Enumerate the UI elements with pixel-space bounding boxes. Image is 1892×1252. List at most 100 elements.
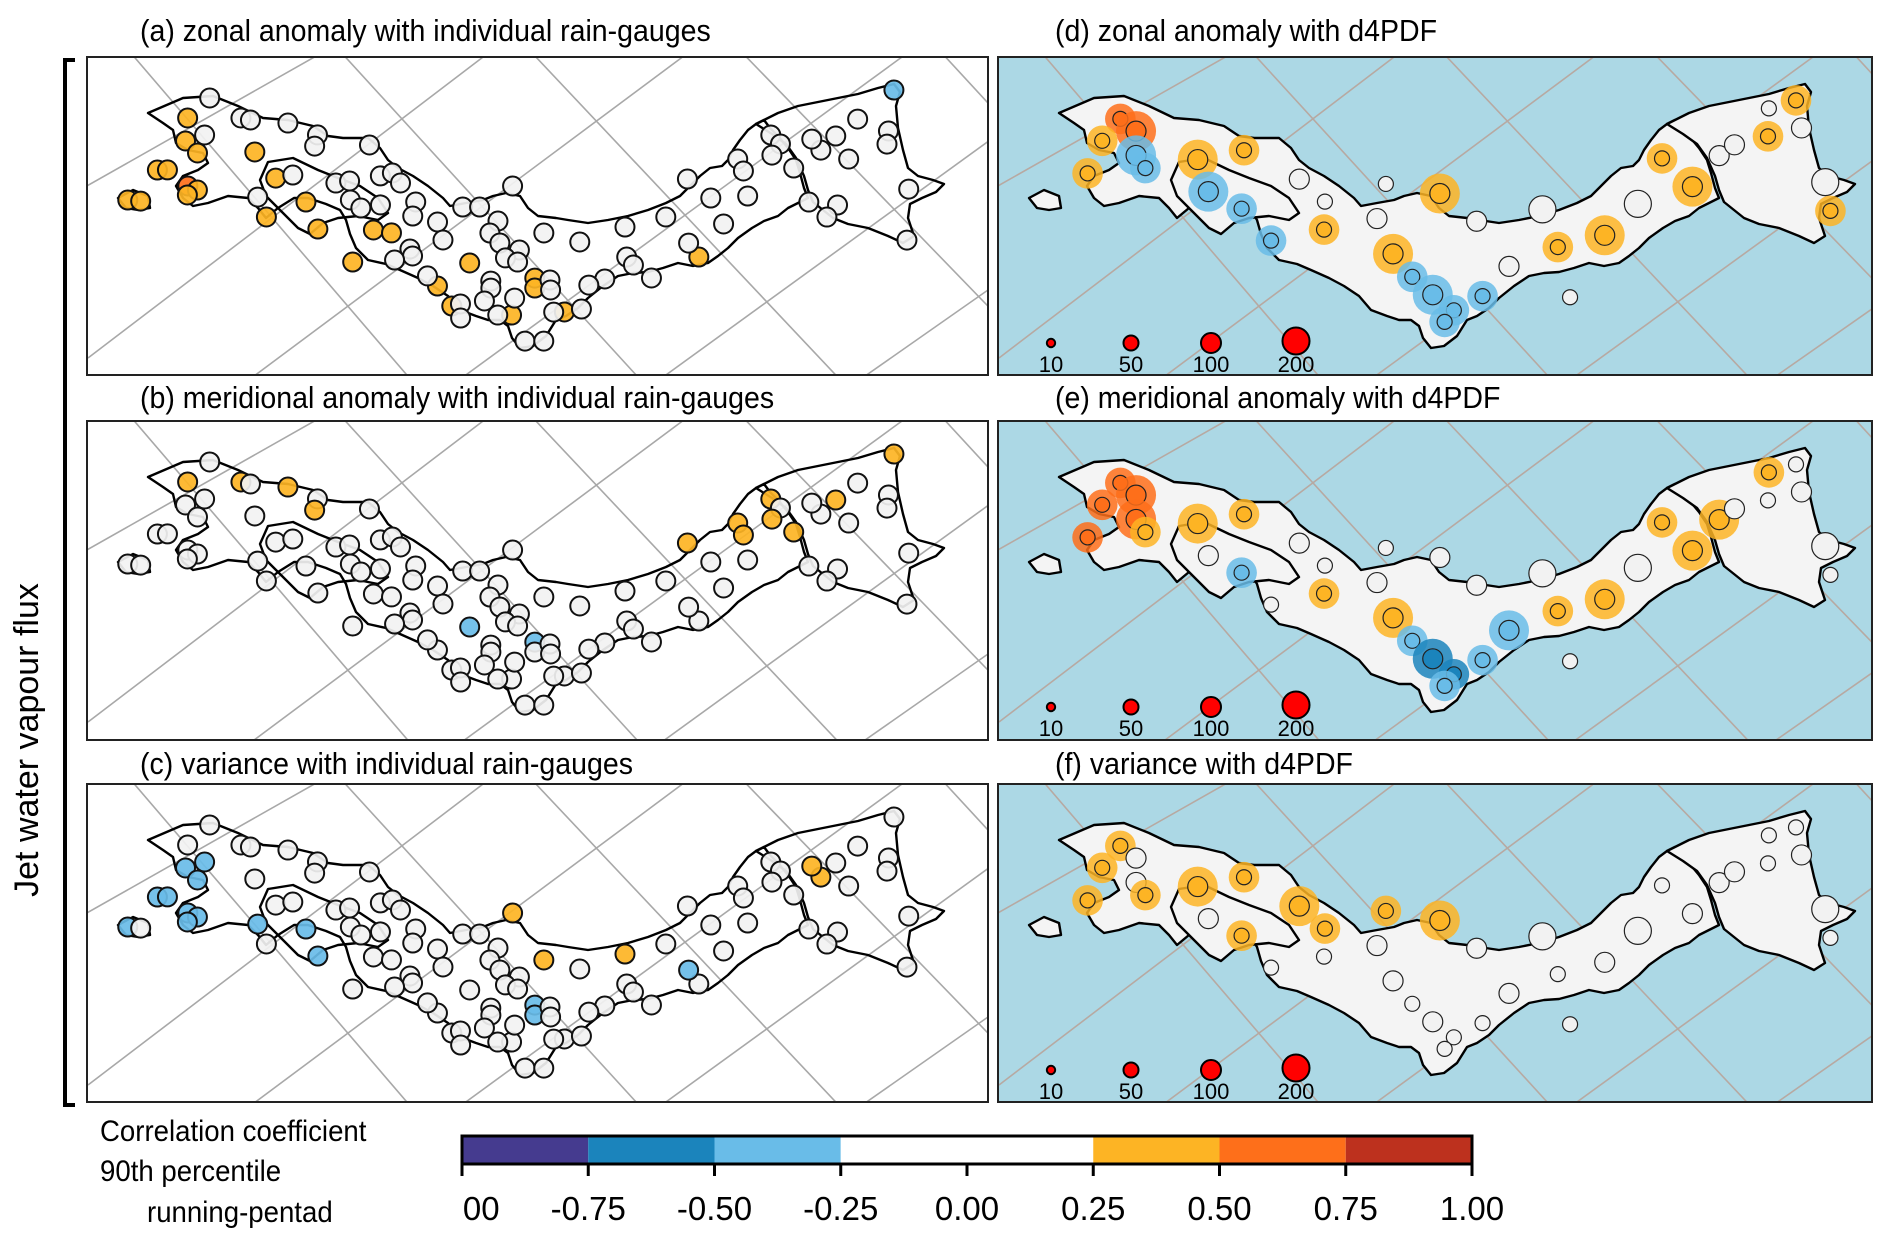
d4pdf-marker — [1681, 903, 1704, 925]
graticule-line — [464, 422, 902, 739]
d4pdf-marker — [1422, 284, 1444, 306]
d4pdf-marker — [1466, 937, 1488, 959]
d4pdf-marker — [1790, 844, 1813, 866]
d4pdf-marker — [1197, 908, 1219, 930]
d4pdf-marker — [1498, 982, 1520, 1004]
d4pdf-marker — [1594, 588, 1616, 610]
rain-gauge-marker — [247, 186, 269, 208]
rain-gauge-marker — [450, 307, 472, 329]
d4pdf-marker — [1094, 496, 1111, 513]
coastline — [146, 458, 810, 714]
rain-gauge-marker — [678, 596, 700, 618]
rain-gauge-marker — [898, 905, 920, 927]
rain-gauge-marker — [876, 860, 898, 882]
graticule-line — [255, 58, 683, 374]
rain-gauge-marker — [199, 451, 221, 473]
graticule-line — [665, 868, 987, 1101]
colorbar-bin-w — [840, 1136, 1094, 1164]
rain-gauge-marker — [402, 569, 424, 591]
rain-gauge-marker — [362, 583, 384, 605]
d4pdf-marker — [1233, 200, 1250, 217]
d4pdf-marker — [1404, 995, 1421, 1012]
d4pdf-marker — [1466, 210, 1488, 232]
rain-gauge-marker — [265, 894, 287, 916]
rain-gauge-marker — [825, 489, 847, 511]
d4pdf-marker — [1436, 1040, 1453, 1057]
rain-gauge-marker — [678, 232, 700, 254]
d4pdf-marker — [1422, 648, 1444, 670]
rain-gauge-marker — [514, 1057, 536, 1079]
rain-gauge-marker — [402, 245, 424, 267]
rain-gauge-marker — [342, 615, 364, 637]
d4pdf-marker — [1079, 892, 1096, 909]
colorbar-bin-o3 — [1345, 1136, 1472, 1164]
size-legend-marker-100 — [1200, 1059, 1222, 1081]
colorbar-bin-o1 — [1093, 1136, 1220, 1164]
rain-gauge-marker — [504, 651, 526, 673]
rain-gauge-marker — [255, 206, 277, 228]
graticule-line — [866, 289, 987, 374]
rain-gauge-marker — [896, 956, 918, 978]
d4pdf-marker — [1079, 165, 1096, 182]
rain-gauge-marker — [130, 917, 152, 939]
colorbar-tick-label: 0.25 — [1061, 1190, 1125, 1227]
rain-gauge-marker — [402, 932, 424, 954]
size-legend-label: 50 — [1119, 352, 1143, 374]
map-panel-e: 10 50 100 200 — [997, 420, 1873, 741]
rain-gauge-marker — [798, 191, 820, 213]
size-legend-label: 50 — [1119, 1079, 1143, 1101]
d4pdf-marker — [1382, 243, 1404, 265]
rain-gauge-marker — [732, 524, 754, 546]
rain-gauge-marker — [244, 505, 266, 527]
graticule-line — [746, 785, 987, 1034]
rain-gauge-marker — [358, 498, 380, 520]
d4pdf-marker — [1422, 1011, 1444, 1033]
rain-gauge-marker — [569, 958, 591, 980]
colorbar-tick-label: 0.50 — [1187, 1190, 1251, 1227]
d4pdf-marker — [1377, 902, 1394, 920]
graticule-line — [255, 785, 683, 1101]
d4pdf-marker — [1474, 288, 1491, 305]
d4pdf-marker — [1316, 193, 1334, 210]
size-legend-marker-10 — [1045, 701, 1057, 713]
rain-gauge-marker — [504, 287, 526, 309]
rain-gauge-marker — [487, 304, 509, 326]
rain-gauge-marker — [255, 933, 277, 955]
graticule-line — [746, 422, 987, 671]
colorbar-title-line-1: Correlation coefficient — [100, 1115, 367, 1148]
graticule-line — [1856, 785, 1871, 801]
rain-gauge-marker — [247, 550, 269, 572]
rain-gauge-marker — [277, 839, 299, 861]
colorbar-tick-label: 1.00 — [1440, 1190, 1504, 1227]
map-svg — [88, 422, 987, 739]
d4pdf-marker — [1187, 875, 1209, 898]
panel-title-f: (f) variance with d4PDF — [1055, 746, 1353, 781]
rain-gauge-marker — [176, 184, 198, 206]
d4pdf-marker — [1787, 456, 1805, 473]
size-legend-label: 100 — [1193, 716, 1230, 739]
d4pdf-marker — [1623, 553, 1652, 582]
d4pdf-marker — [1759, 492, 1777, 509]
rain-gauge-marker — [640, 994, 662, 1016]
d4pdf-marker — [1790, 481, 1813, 503]
graticule-line — [345, 422, 638, 739]
graticule-line — [465, 785, 902, 1101]
size-legend-label: 50 — [1119, 716, 1143, 739]
d4pdf-marker — [1759, 128, 1777, 145]
rain-gauge-marker — [737, 549, 759, 571]
rain-gauge-marker — [350, 197, 372, 219]
rain-gauge-marker — [342, 978, 364, 1000]
size-legend-marker-10 — [1045, 337, 1057, 349]
rain-gauge-marker — [177, 834, 199, 856]
d4pdf-marker — [1653, 150, 1671, 167]
rain-gauge-marker — [295, 191, 317, 213]
map-panel-c — [86, 783, 989, 1103]
rain-gauge-marker — [783, 884, 805, 906]
graticule-line — [535, 58, 836, 374]
rain-gauge-marker — [737, 185, 759, 207]
rain-gauge-marker — [543, 1028, 565, 1050]
d4pdf-marker — [1681, 540, 1704, 562]
rain-gauge-marker — [569, 231, 591, 253]
size-legend-marker-200 — [1281, 690, 1311, 720]
d4pdf-marker — [1474, 652, 1491, 669]
